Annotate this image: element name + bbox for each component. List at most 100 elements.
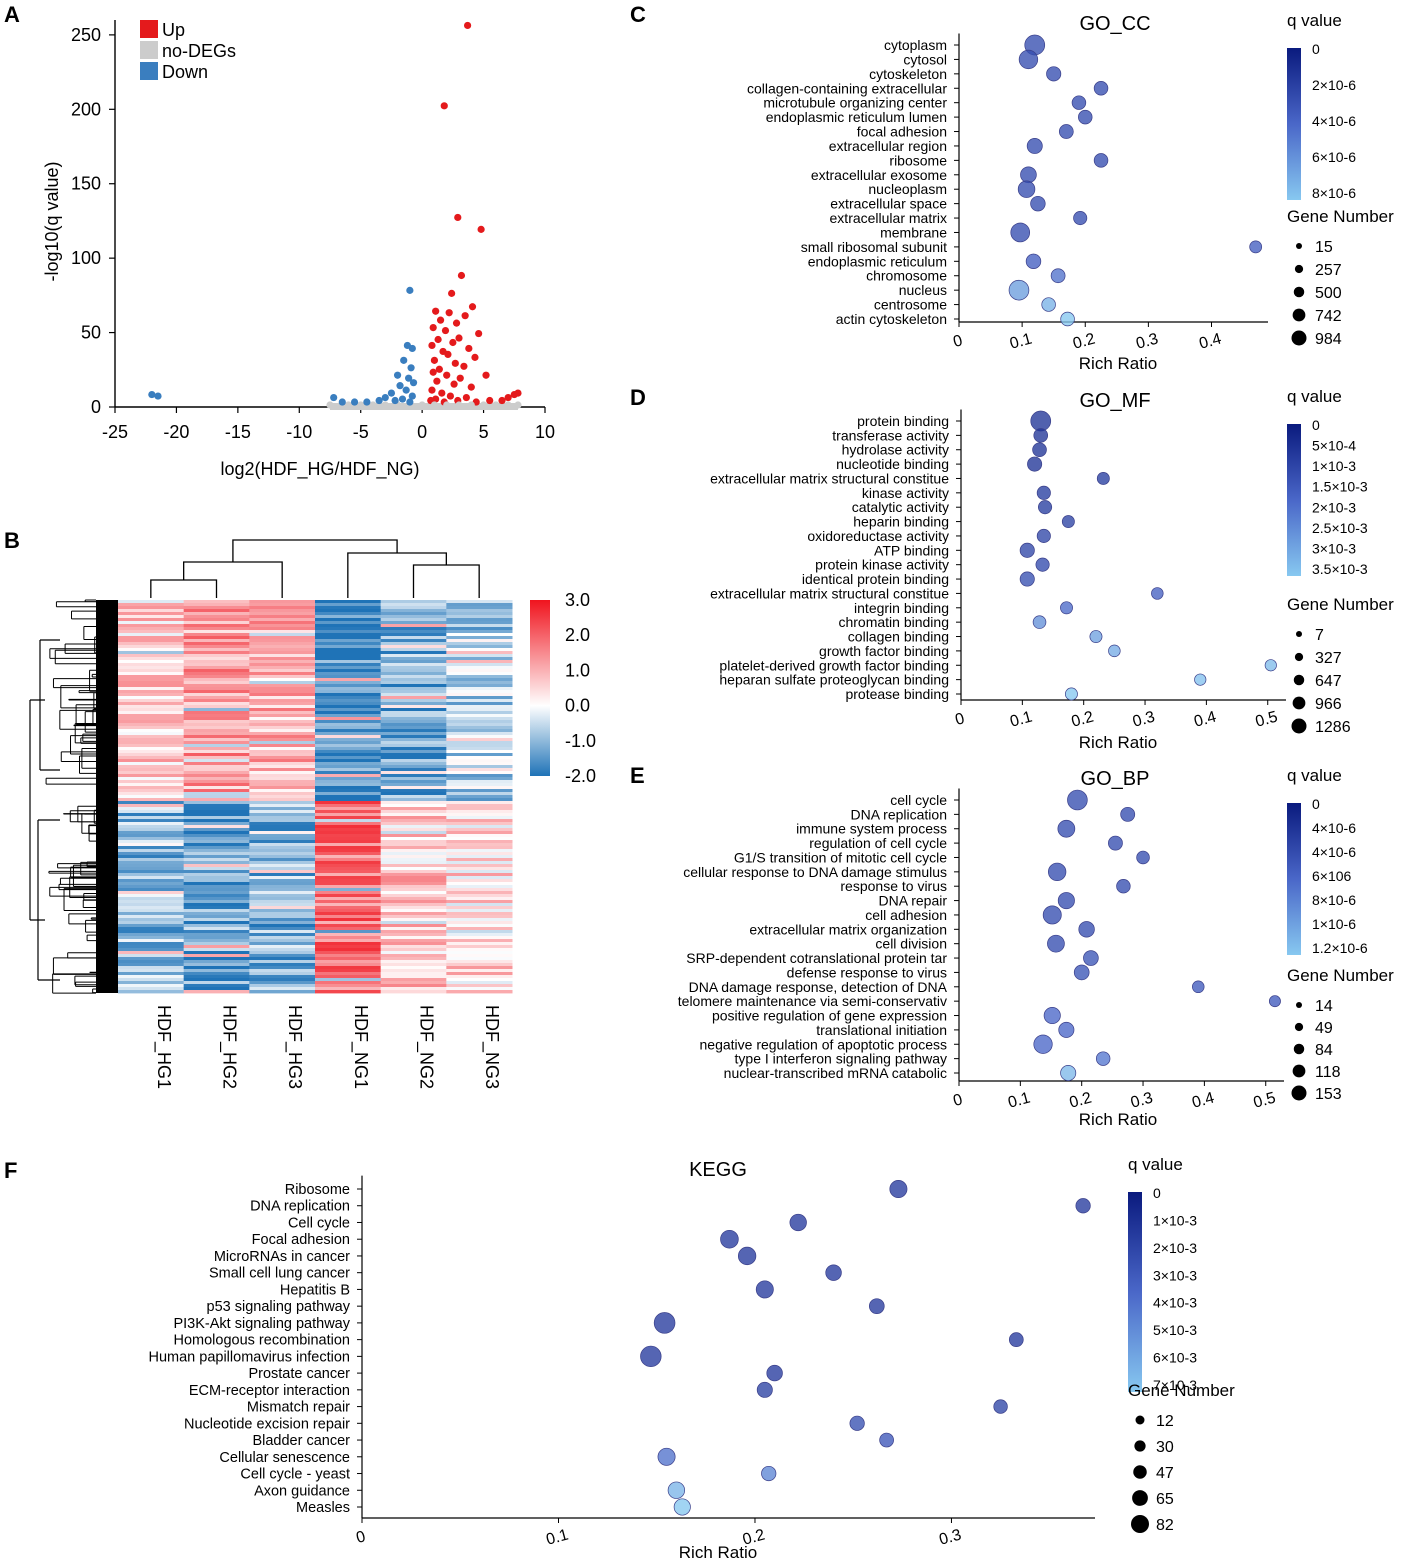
heatmap-cell xyxy=(183,978,250,982)
y-tick-label: 0 xyxy=(91,397,101,417)
term-label-dna-damage-response-detection-of-dna: DNA damage response, detection of DNA xyxy=(689,979,948,995)
heatmap-cell xyxy=(380,660,447,664)
size-legend-dot xyxy=(1291,718,1307,734)
heatmap-cell xyxy=(249,864,316,868)
heatmap-cell xyxy=(380,879,447,883)
heatmap-cell xyxy=(446,678,513,682)
heatmap-cell xyxy=(183,654,250,658)
size-legend-dot xyxy=(1291,330,1307,346)
heatmap-cell xyxy=(118,771,185,775)
point-down xyxy=(154,392,162,400)
point-up xyxy=(432,307,440,315)
heatmap-cell xyxy=(183,729,250,733)
heatmap-cell xyxy=(446,672,513,676)
heatmap-cell xyxy=(446,885,513,889)
heatmap-cell xyxy=(446,720,513,724)
x-axis-label: Rich Ratio xyxy=(1079,1110,1157,1129)
heatmap-cell xyxy=(183,681,250,685)
point-up xyxy=(443,371,451,379)
heatmap-cell xyxy=(446,639,513,643)
point-up xyxy=(449,338,457,347)
heatmap-cell xyxy=(315,645,382,649)
term-label-telomere-maintenance-via-semi-conservativ: telomere maintenance via semi-conservati… xyxy=(678,993,947,1009)
heatmap-cell xyxy=(446,957,513,961)
heatmap-cell xyxy=(315,615,382,619)
q-legend-tick: 6×10-3 xyxy=(1153,1350,1197,1366)
heatmap-colorbar xyxy=(530,600,550,776)
heatmap-cell xyxy=(446,702,513,706)
heatmap-cell xyxy=(380,873,447,877)
heatmap-cell xyxy=(380,855,447,859)
heatmap-cell xyxy=(380,753,447,757)
heatmap-cell xyxy=(183,720,250,724)
heatmap-cell xyxy=(183,711,250,715)
bubble-cytoskeleton xyxy=(1046,66,1062,82)
x-tick-label: 0.5 xyxy=(1252,1090,1278,1112)
heatmap-cell xyxy=(380,969,447,973)
q-colorbar xyxy=(1287,803,1301,955)
heatmap-cell xyxy=(118,774,185,778)
heatmap-cell xyxy=(118,990,185,994)
heatmap-cell xyxy=(380,768,447,772)
heatmap-cell xyxy=(249,897,316,901)
heatmap-cell xyxy=(249,672,316,676)
term-label-cellular-senescence: Cellular senescence xyxy=(219,1450,350,1466)
heatmap-cell xyxy=(118,627,185,631)
heatmap-cell xyxy=(315,900,382,904)
go-cc-bubble-chart: GO_CC cytoplasmcytosolcytoskeletoncollage… xyxy=(747,11,1394,373)
x-tick-label: 0 xyxy=(417,422,427,442)
heatmap-cell xyxy=(118,792,185,796)
heatmap-cell xyxy=(249,963,316,967)
point-up xyxy=(430,356,439,364)
heatmap-cell xyxy=(118,681,185,685)
heatmap-cell xyxy=(183,801,250,805)
heatmap-cell xyxy=(446,744,513,748)
heatmap-cell xyxy=(446,978,513,982)
heatmap-cell xyxy=(249,702,316,706)
heatmap-cell xyxy=(315,975,382,979)
column-label-hdf-ng3: HDF_NG3 xyxy=(481,1005,502,1089)
term-label-dna-replication: DNA replication xyxy=(250,1199,350,1215)
heatmap-cell xyxy=(183,861,250,865)
heatmap-cell xyxy=(315,816,382,820)
heatmap-cell xyxy=(315,831,382,835)
heatmap-cell xyxy=(183,675,250,679)
point-up xyxy=(462,393,470,402)
heatmap-cell xyxy=(183,657,250,661)
q-legend-tick: 1×10-6 xyxy=(1312,916,1356,932)
heatmap-cell xyxy=(315,834,382,838)
size-legend-dot xyxy=(1133,1465,1147,1479)
point-up xyxy=(468,303,477,311)
heatmap-cell xyxy=(380,864,447,868)
heatmap-cell xyxy=(446,735,513,739)
column-label-hdf-ng1: HDF_NG1 xyxy=(350,1005,371,1089)
heatmap-cell xyxy=(446,774,513,778)
heatmap-cell xyxy=(183,768,250,772)
point-up xyxy=(429,324,437,332)
heatmap-cell xyxy=(380,903,447,907)
point-up xyxy=(471,353,479,361)
x-tick-label: 0 xyxy=(953,710,966,729)
heatmap-cell xyxy=(249,714,316,718)
heatmap-cell xyxy=(183,933,250,937)
heatmap-cell xyxy=(249,960,316,964)
heatmap-cell xyxy=(315,978,382,982)
heatmap-cell xyxy=(183,882,250,886)
heatmap-cell xyxy=(249,639,316,643)
heatmap-cell xyxy=(446,894,513,898)
q-legend-tick: 0 xyxy=(1312,417,1320,433)
heatmap-cell xyxy=(249,912,316,916)
heatmap-cell xyxy=(315,933,382,937)
heatmap-cell xyxy=(118,762,185,766)
heatmap-cell xyxy=(315,915,382,919)
colorbar-tick-label: 1.0 xyxy=(565,660,590,680)
heatmap-cell xyxy=(183,759,250,763)
heatmap-cell xyxy=(118,816,185,820)
q-legend-tick: 0 xyxy=(1312,796,1320,812)
heatmap-cell xyxy=(446,936,513,940)
term-label-mismatch-repair: Mismatch repair xyxy=(247,1400,350,1416)
heatmap-cell xyxy=(446,771,513,775)
heatmap-cell xyxy=(249,909,316,913)
heatmap-cell xyxy=(315,777,382,781)
heatmap-cell xyxy=(315,789,382,793)
